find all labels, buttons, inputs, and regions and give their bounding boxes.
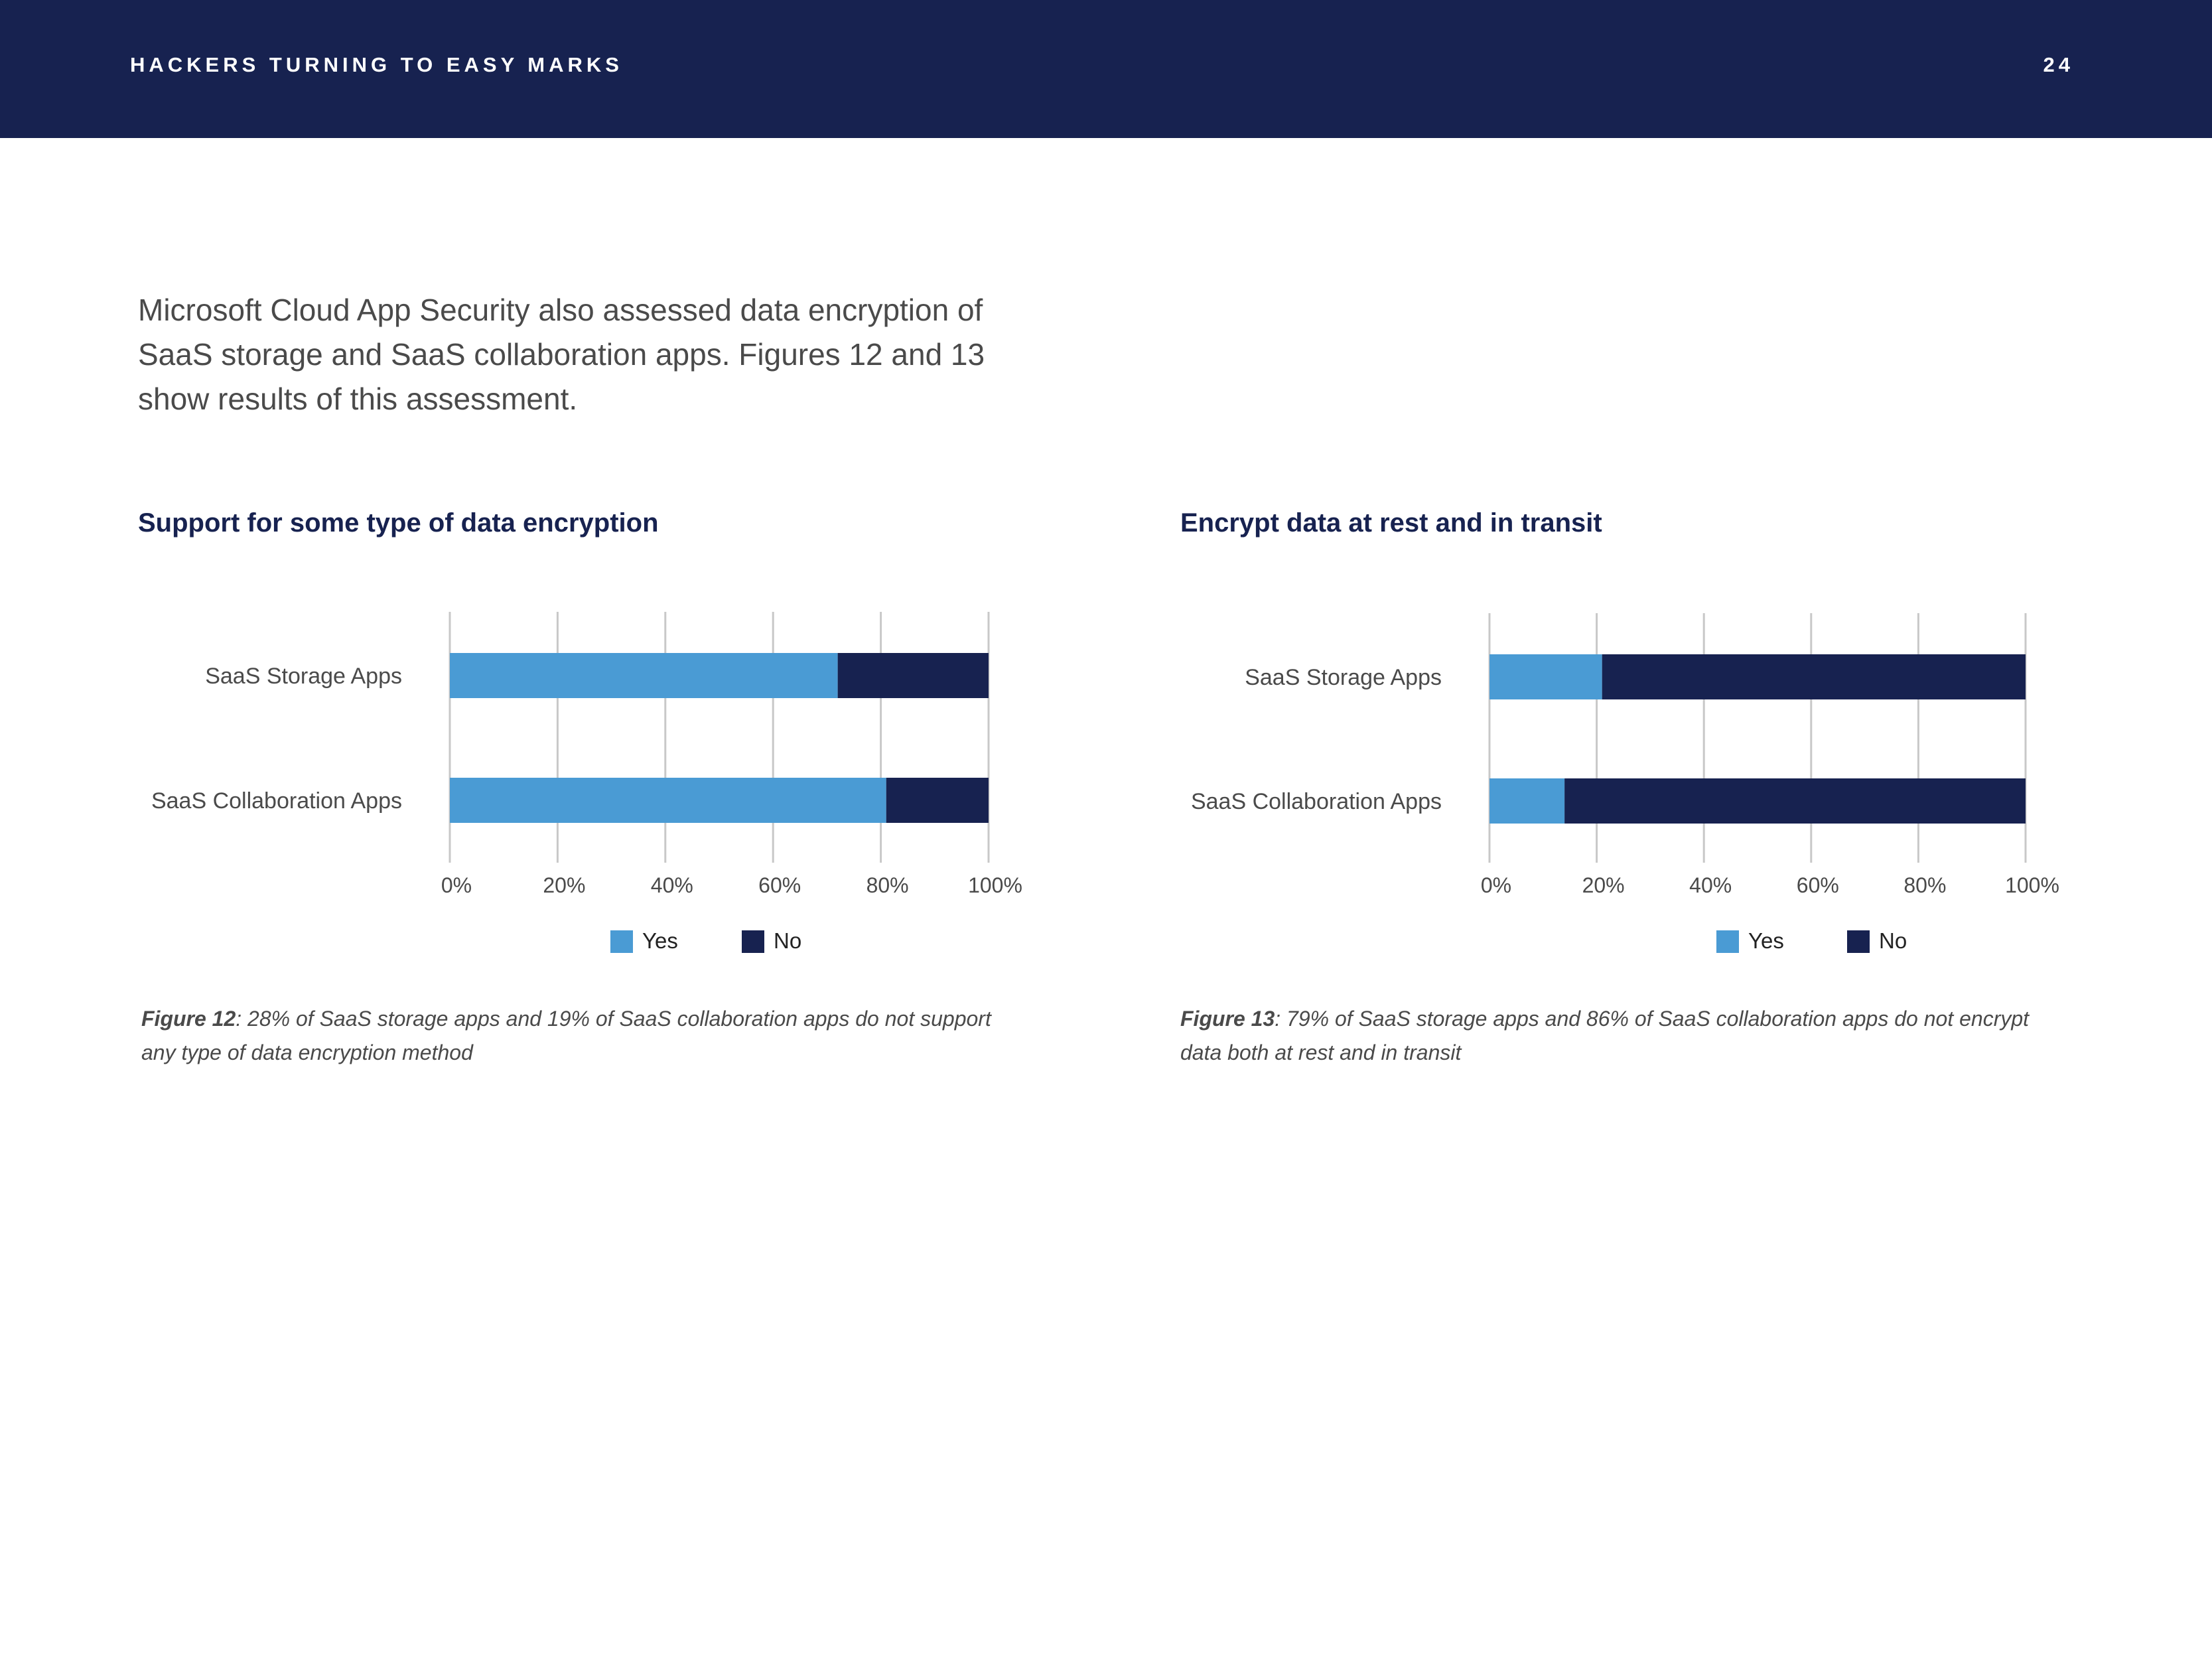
caption-text: : 28% of SaaS storage apps and 19% of Sa… [141, 1007, 991, 1064]
bar-yes [450, 778, 886, 823]
legend-swatch-no [742, 930, 764, 953]
figure-13-caption: Figure 13: 79% of SaaS storage apps and … [1180, 1002, 2069, 1070]
bar-no [886, 778, 989, 823]
x-tick-label: 100% [2005, 873, 2059, 897]
intro-paragraph: Microsoft Cloud App Security also assess… [138, 293, 985, 416]
header-title: HACKERS TURNING TO EASY MARKS [130, 53, 623, 76]
page-header: HACKERS TURNING TO EASY MARKS 24 [0, 0, 2212, 138]
x-tick-label: 80% [1903, 873, 1946, 897]
x-tick-label: 0% [441, 873, 472, 897]
category-label: SaaS Collaboration Apps [151, 788, 402, 814]
page-number: 24 [2043, 53, 2074, 76]
legend-swatch-yes [610, 930, 633, 953]
bar-yes [450, 653, 838, 698]
bar-no [1602, 654, 2026, 699]
figure-12-caption: Figure 12: 28% of SaaS storage apps and … [141, 1002, 1017, 1070]
legend-label: Yes [642, 928, 678, 953]
legend-label: No [1879, 928, 1907, 953]
caption-label: Figure 13 [1180, 1007, 1275, 1031]
x-tick-label: 40% [1689, 873, 1732, 897]
x-tick-label: 20% [543, 873, 585, 897]
x-tick-label: 80% [866, 873, 909, 897]
caption-text: : 79% of SaaS storage apps and 86% of Sa… [1180, 1007, 2030, 1064]
figure-12-title: Support for some type of data encryption [138, 508, 659, 538]
legend-swatch-yes [1716, 930, 1739, 953]
x-tick-label: 60% [1797, 873, 1839, 897]
x-tick-label: 40% [651, 873, 693, 897]
x-tick-label: 20% [1582, 873, 1625, 897]
bar-no [1564, 778, 2026, 824]
x-tick-label: 0% [1481, 873, 1511, 897]
category-label: SaaS Storage Apps [205, 664, 402, 689]
x-tick-label: 100% [968, 873, 1022, 897]
legend-label: Yes [1748, 928, 1784, 953]
legend-swatch-no [1847, 930, 1870, 953]
caption-label: Figure 12 [141, 1007, 236, 1031]
bar-no [837, 653, 989, 698]
category-label: SaaS Collaboration Apps [1191, 789, 1442, 814]
figure-12-chart: 0% 20% 40% 60% 80% 100% SaaS Storage Apps SaaS … [151, 612, 1022, 953]
figure-13-chart: 0% 20% 40% 60% 80% 100% SaaS Storage Apps SaaS … [1191, 613, 2059, 953]
category-label: SaaS Storage Apps [1245, 665, 1442, 690]
x-tick-label: 60% [758, 873, 801, 897]
bar-yes [1489, 778, 1565, 824]
figure-13-title: Encrypt data at rest and in transit [1180, 508, 1602, 538]
legend-label: No [774, 928, 801, 953]
bar-yes [1489, 654, 1602, 699]
